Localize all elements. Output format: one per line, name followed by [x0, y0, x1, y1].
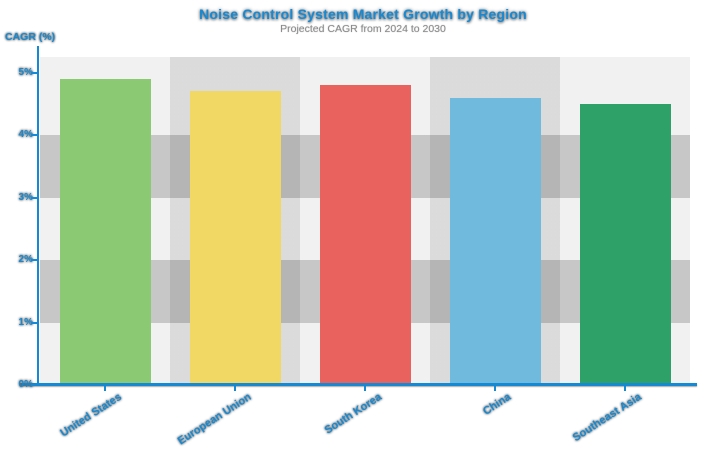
x-tick-mark — [104, 384, 106, 391]
bar-european-union — [189, 91, 281, 385]
y-tick-label: 4% — [18, 129, 33, 140]
x-tick-label: South Korea — [322, 391, 384, 437]
y-tick-mark — [31, 71, 37, 74]
x-tick-label: European Union — [175, 391, 254, 448]
x-tick-mark — [624, 384, 626, 391]
y-tick-label: 0% — [18, 379, 33, 390]
bar-china — [449, 97, 541, 385]
y-tick-label: 3% — [18, 191, 33, 203]
x-tick-mark — [494, 384, 496, 391]
bar-united-states — [59, 78, 151, 385]
y-tick-mark — [31, 259, 37, 261]
x-tick-label: Southeast Asia — [570, 391, 644, 445]
x-tick-label: United States — [58, 391, 124, 440]
y-axis-line — [37, 46, 39, 384]
y-tick-mark — [31, 321, 37, 324]
bar-southeast-asia — [579, 103, 671, 385]
y-tick-mark — [31, 384, 37, 386]
chart-title: Noise Control System Market Growth by Re… — [199, 6, 527, 22]
x-tick-label: China — [481, 391, 514, 418]
chart-subtitle: Projected CAGR from 2024 to 2030 — [280, 23, 446, 35]
x-tick-mark — [234, 384, 236, 391]
y-tick-label: 2% — [18, 254, 33, 265]
x-tick-mark — [364, 384, 366, 391]
plot-area — [40, 57, 690, 385]
bar-south-korea — [319, 85, 411, 385]
y-tick-mark — [31, 134, 37, 136]
y-tick-mark — [31, 196, 37, 199]
y-tick-label: 5% — [18, 66, 33, 78]
y-axis-title: CAGR (%) — [5, 31, 56, 43]
x-axis-line — [20, 383, 697, 386]
y-tick-label: 1% — [18, 316, 33, 328]
